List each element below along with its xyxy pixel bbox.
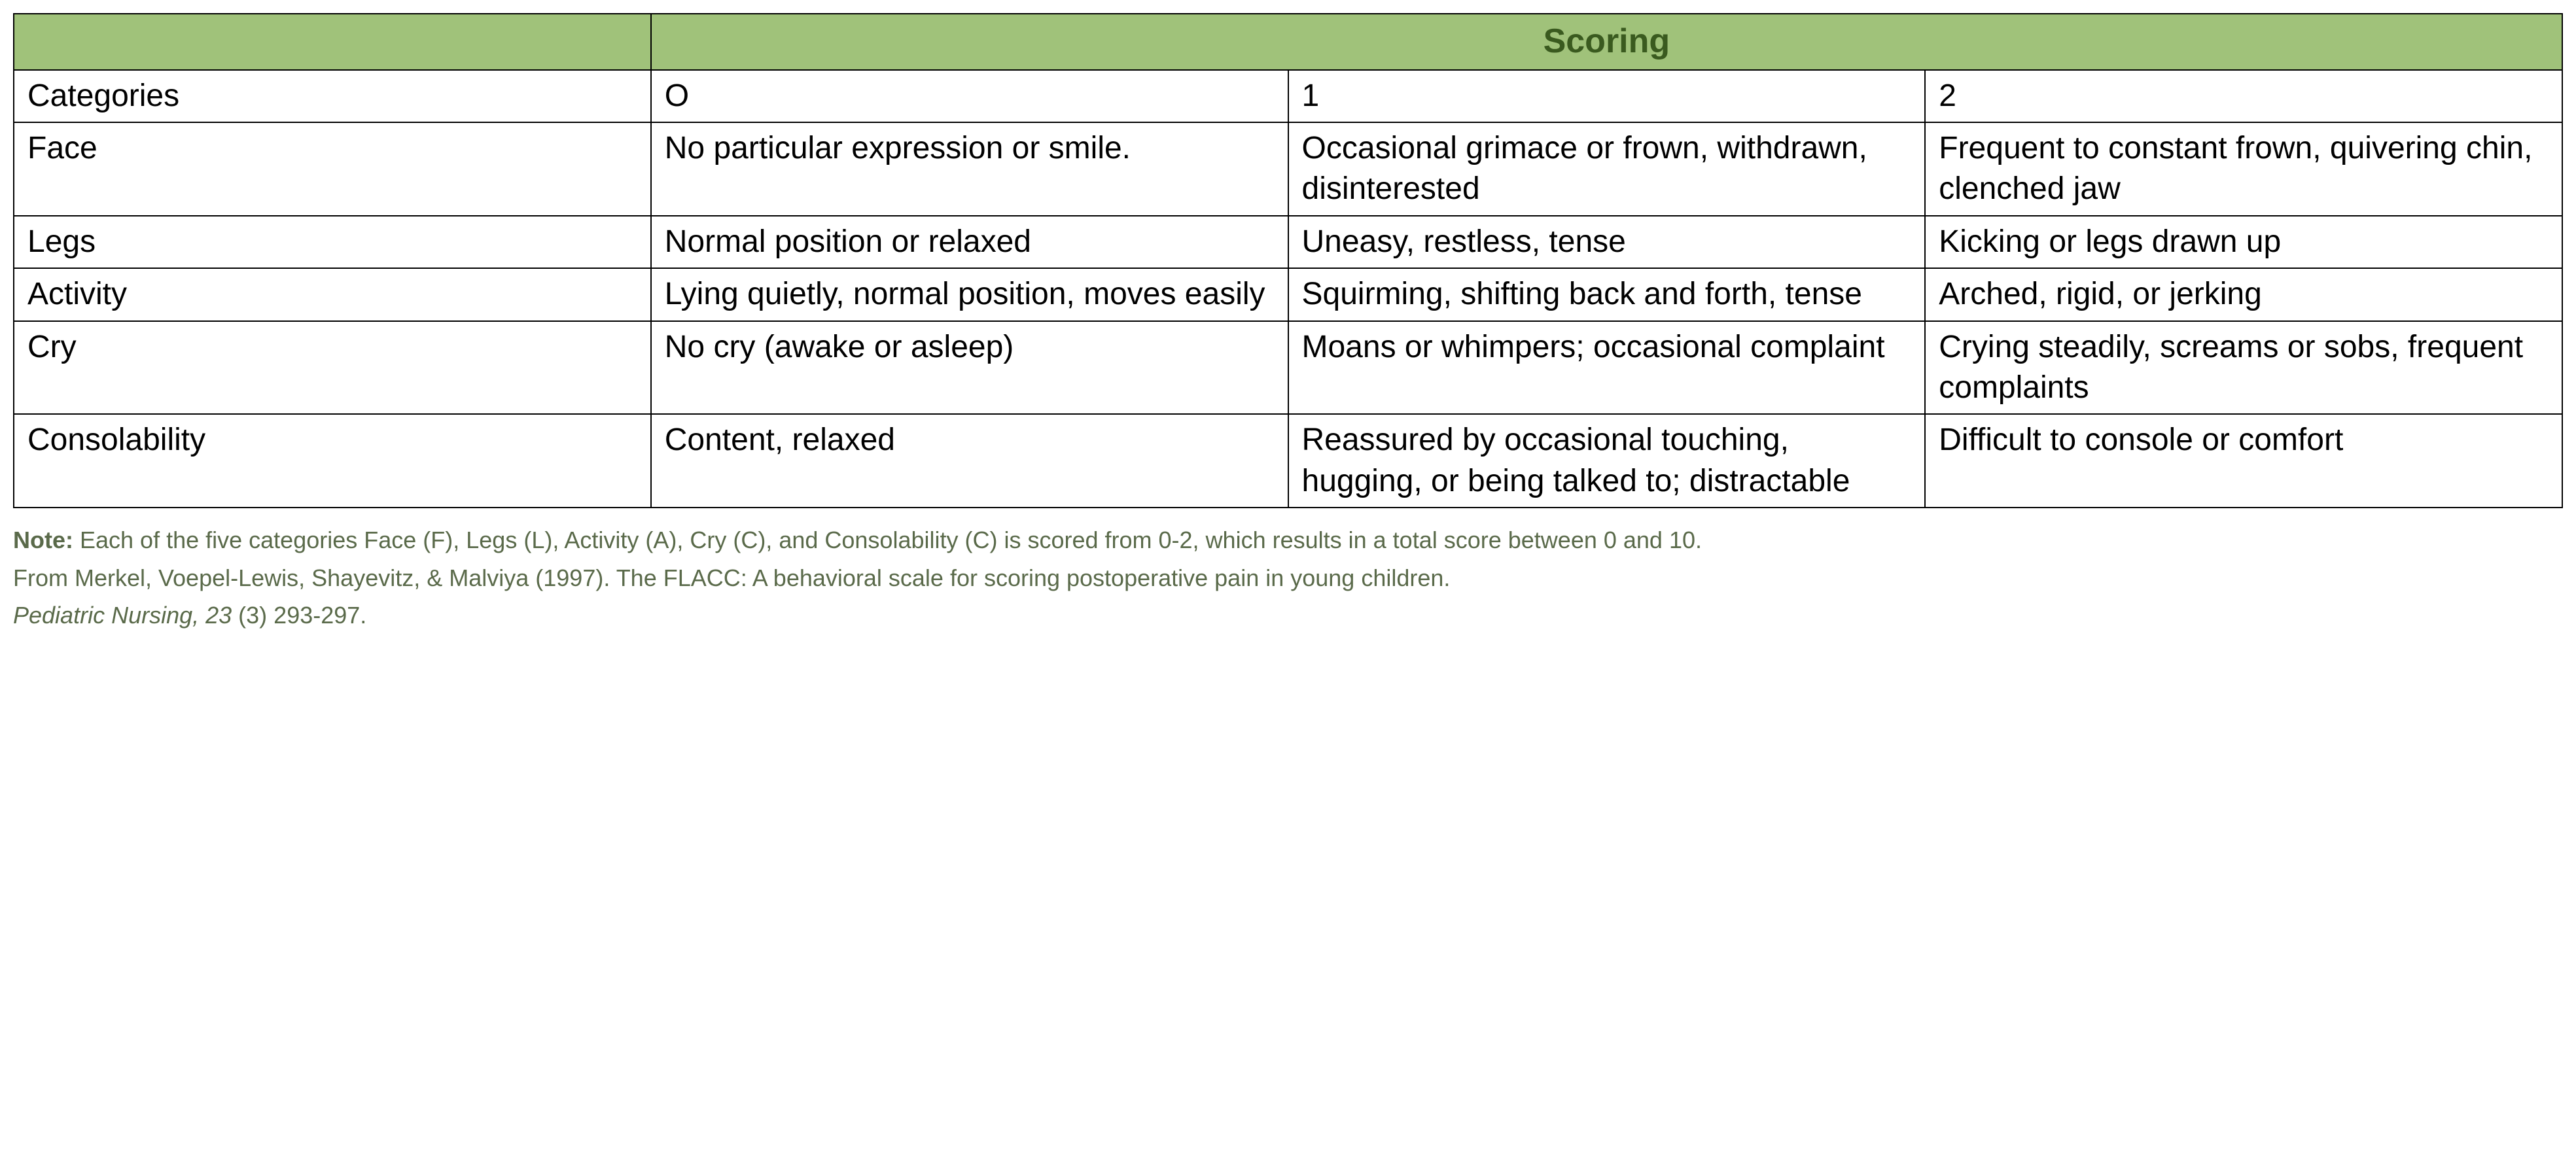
scoring-header-cell: Scoring: [651, 14, 2562, 70]
col-header-score-2: 2: [1925, 70, 2562, 122]
col-header-categories: Categories: [14, 70, 651, 122]
footnote-journal-line: Pediatric Nursing, 23 (3) 293-297.: [13, 597, 2563, 634]
score0-cell: No particular expression or smile.: [651, 122, 1288, 216]
score1-cell: Uneasy, restless, tense: [1288, 216, 1926, 268]
footnote-note-line: Note: Each of the five categories Face (…: [13, 521, 2563, 559]
score2-cell: Difficult to console or comfort: [1925, 414, 2562, 508]
category-cell: Consolability: [14, 414, 651, 508]
score0-cell: No cry (awake or asleep): [651, 321, 1288, 415]
score0-cell: Content, relaxed: [651, 414, 1288, 508]
table-row: Legs Normal position or relaxed Uneasy, …: [14, 216, 2562, 268]
flacc-scoring-table: Scoring Categories O 1 2 Face No particu…: [13, 13, 2563, 508]
footnote-note-text: Each of the five categories Face (F), Le…: [73, 527, 1702, 553]
score2-cell: Frequent to constant frown, quivering ch…: [1925, 122, 2562, 216]
col-header-score-0: O: [651, 70, 1288, 122]
footnote-note-label: Note:: [13, 527, 73, 553]
scoring-header-empty-cell: [14, 14, 651, 70]
score0-cell: Lying quietly, normal position, moves ea…: [651, 268, 1288, 320]
table-row: Cry No cry (awake or asleep) Moans or wh…: [14, 321, 2562, 415]
col-header-score-1: 1: [1288, 70, 1926, 122]
score2-cell: Arched, rigid, or jerking: [1925, 268, 2562, 320]
category-cell: Activity: [14, 268, 651, 320]
score1-cell: Moans or whimpers; occasional complaint: [1288, 321, 1926, 415]
table-row: Face No particular expression or smile. …: [14, 122, 2562, 216]
footnote-citation-line: From Merkel, Voepel-Lewis, Shayevitz, & …: [13, 559, 2563, 597]
score2-cell: Kicking or legs drawn up: [1925, 216, 2562, 268]
category-cell: Face: [14, 122, 651, 216]
score0-cell: Normal position or relaxed: [651, 216, 1288, 268]
table-row: Activity Lying quietly, normal position,…: [14, 268, 2562, 320]
score1-cell: Reassured by occasional touching, huggin…: [1288, 414, 1926, 508]
score1-cell: Occasional grimace or frown, withdrawn, …: [1288, 122, 1926, 216]
category-cell: Cry: [14, 321, 651, 415]
score1-cell: Squirming, shifting back and forth, tens…: [1288, 268, 1926, 320]
footnote-block: Note: Each of the five categories Face (…: [13, 521, 2563, 634]
footnote-journal-italic: Pediatric Nursing, 23: [13, 602, 238, 629]
page-container: Scoring Categories O 1 2 Face No particu…: [13, 13, 2563, 634]
table-row: Consolability Content, relaxed Reassured…: [14, 414, 2562, 508]
category-cell: Legs: [14, 216, 651, 268]
footnote-journal-rest: (3) 293-297.: [238, 602, 366, 629]
column-headers-row: Categories O 1 2: [14, 70, 2562, 122]
score2-cell: Crying steadily, screams or sobs, freque…: [1925, 321, 2562, 415]
scoring-title-row: Scoring: [14, 14, 2562, 70]
